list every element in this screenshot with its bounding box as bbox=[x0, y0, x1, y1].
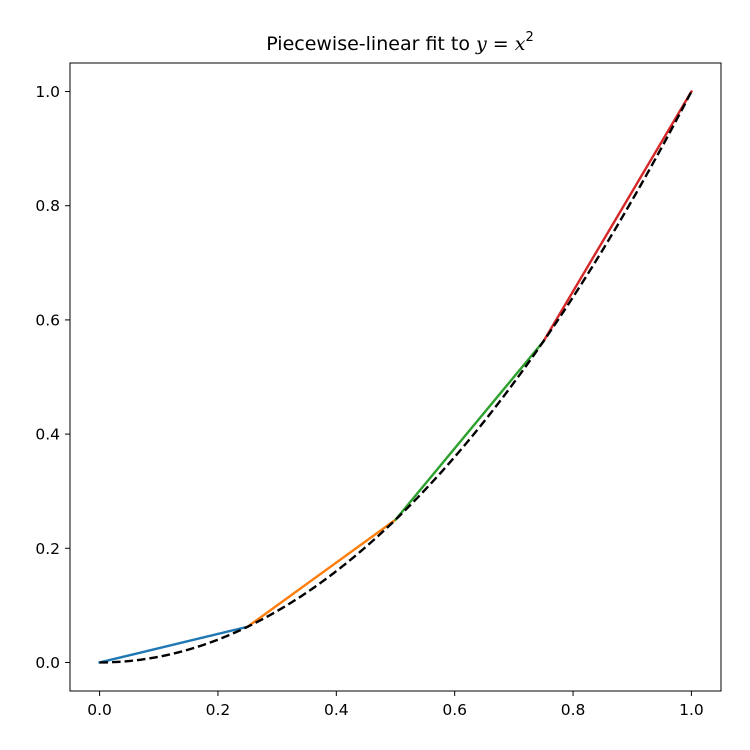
y-tick-label: 0.6 bbox=[35, 311, 60, 329]
y-tick-label: 0.4 bbox=[35, 426, 60, 444]
axes-frame bbox=[69, 62, 722, 692]
x-tick-label: 0.2 bbox=[206, 701, 231, 719]
chart-title-prefix: Piecewise-linear fit to bbox=[266, 33, 476, 55]
y-tick-label: 0.0 bbox=[35, 654, 60, 672]
x-tick-label: 0.8 bbox=[561, 701, 586, 719]
fit-segment-3 bbox=[393, 339, 546, 522]
fit-segment-2 bbox=[245, 518, 398, 629]
x-tick-label: 0.0 bbox=[87, 701, 112, 719]
y-axis: 0.0 0.2 0.4 0.6 0.8 1.0 bbox=[35, 83, 70, 672]
chart-title-y: y bbox=[475, 33, 487, 55]
chart-title-exponent: 2 bbox=[525, 30, 533, 45]
x-axis: 0.0 0.2 0.4 0.6 0.8 1.0 bbox=[87, 691, 704, 719]
y-tick-label: 1.0 bbox=[35, 83, 60, 101]
x-tick-label: 0.6 bbox=[442, 701, 467, 719]
x-tick-label: 1.0 bbox=[679, 701, 704, 719]
fit-segment-4 bbox=[541, 89, 694, 343]
y-tick-label: 0.2 bbox=[35, 540, 60, 558]
chart-title-x: x bbox=[515, 33, 526, 55]
fit-segment-1 bbox=[98, 625, 249, 664]
plot-area bbox=[98, 89, 694, 664]
chart-title-eq: = bbox=[487, 33, 515, 55]
reference-curve bbox=[99, 90, 693, 664]
y-tick-label: 0.8 bbox=[35, 197, 60, 215]
x-tick-label: 0.4 bbox=[324, 701, 349, 719]
chart-title: Piecewise-linear fit to y = x2 bbox=[266, 30, 534, 55]
